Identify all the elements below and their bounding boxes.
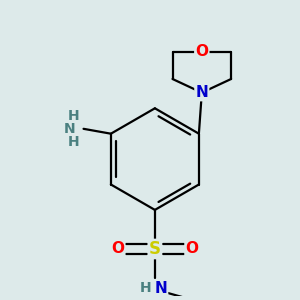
Text: H: H bbox=[68, 109, 80, 123]
Text: O: O bbox=[111, 242, 124, 256]
Text: O: O bbox=[185, 242, 199, 256]
Text: N: N bbox=[154, 280, 167, 296]
Text: H: H bbox=[68, 134, 80, 148]
Text: S: S bbox=[149, 240, 161, 258]
Text: O: O bbox=[195, 44, 208, 59]
Text: N: N bbox=[195, 85, 208, 100]
Text: N: N bbox=[64, 122, 76, 136]
Text: H: H bbox=[139, 281, 151, 295]
